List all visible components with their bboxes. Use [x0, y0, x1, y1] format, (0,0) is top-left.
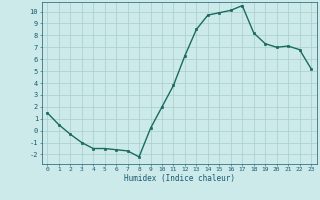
X-axis label: Humidex (Indice chaleur): Humidex (Indice chaleur) — [124, 174, 235, 183]
